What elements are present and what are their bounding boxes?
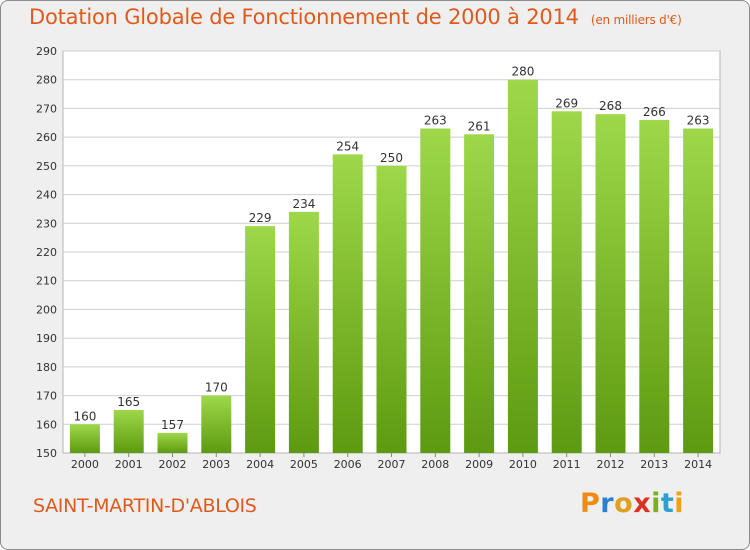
logo-letter: P (580, 488, 601, 519)
proxiti-logo: Proxiti (580, 488, 684, 519)
x-tick-label: 2002 (159, 458, 187, 471)
logo-letter: i (651, 488, 661, 519)
data-label: 234 (292, 197, 315, 211)
bar (69, 424, 100, 453)
y-axis-ticks: 150 160 170 180 190 200 210 220 230 240 250 260 270 2… (36, 45, 57, 460)
logo-letter: x (633, 488, 652, 519)
logo-letter: r (600, 488, 615, 519)
bar (376, 165, 407, 453)
y-tick-label: 200 (36, 303, 57, 316)
data-label: 266 (643, 105, 666, 119)
x-tick-label: 2000 (71, 458, 99, 471)
bar (245, 226, 276, 453)
x-tick-label: 2008 (421, 458, 449, 471)
x-tick-label: 2007 (378, 458, 406, 471)
data-label: 229 (249, 211, 272, 225)
bar (683, 128, 714, 453)
data-labels: 160 165 157 170 229 234 254 250 263 261 280 269 268 2… (73, 65, 709, 432)
logo-letter: t (660, 488, 675, 519)
y-tick-label: 290 (36, 45, 57, 58)
x-tick-label: 2005 (290, 458, 318, 471)
x-tick-label: 2011 (553, 458, 581, 471)
y-tick-label: 150 (36, 447, 57, 460)
data-label: 157 (161, 418, 184, 432)
bar (201, 395, 232, 453)
bar (551, 111, 582, 454)
bar (595, 114, 626, 454)
logo-letter: i (674, 488, 685, 519)
y-tick-label: 260 (36, 131, 57, 144)
y-tick-label: 240 (36, 189, 57, 202)
y-tick-label: 280 (36, 74, 57, 87)
y-tick-label: 190 (36, 332, 57, 345)
x-tick-label: 2003 (202, 458, 230, 471)
data-label: 254 (336, 139, 359, 153)
bar (288, 211, 319, 453)
x-tick-label: 2009 (465, 458, 493, 471)
unit-label: (en milliers d'€) (590, 13, 682, 27)
x-tick-label: 2013 (640, 458, 668, 471)
y-tick-label: 220 (36, 246, 57, 259)
commune-name: SAINT-MARTIN-D'ABLOIS (33, 495, 257, 517)
x-tick-label: 2001 (115, 458, 143, 471)
logo-letter: o (614, 488, 634, 519)
bar (157, 432, 188, 453)
data-label: 268 (599, 99, 622, 113)
x-tick-label: 2010 (509, 458, 537, 471)
bar (507, 79, 538, 453)
data-label: 261 (468, 119, 491, 133)
data-label: 263 (424, 114, 447, 128)
bar (464, 134, 495, 453)
x-tick-label: 2014 (684, 458, 712, 471)
y-tick-label: 270 (36, 102, 57, 115)
y-tick-label: 250 (36, 160, 57, 173)
x-tick-label: 2012 (597, 458, 625, 471)
y-tick-label: 180 (36, 361, 57, 374)
bar (420, 128, 451, 453)
y-tick-label: 230 (36, 217, 57, 230)
bar (639, 119, 670, 454)
data-label: 250 (380, 151, 403, 165)
y-tick-label: 210 (36, 275, 57, 288)
chart-title: Dotation Globale de Fonctionnement de 20… (29, 5, 682, 29)
x-axis-ticks: 2000 2001 2002 2003 2004 2005 2006 2007 2008 2009… (71, 453, 712, 471)
data-label: 165 (117, 395, 140, 409)
data-label: 263 (687, 114, 710, 128)
chart-title-text: Dotation Globale de Fonctionnement de 20… (29, 5, 579, 29)
data-label: 280 (511, 65, 534, 79)
x-tick-label: 2004 (246, 458, 274, 471)
y-tick-label: 170 (36, 390, 57, 403)
bars (69, 79, 714, 454)
data-label: 170 (205, 381, 228, 395)
x-tick-label: 2006 (334, 458, 362, 471)
bar (332, 154, 363, 453)
bar (113, 409, 144, 453)
data-label: 269 (555, 96, 578, 110)
y-tick-label: 160 (36, 418, 57, 431)
data-label: 160 (73, 409, 96, 423)
